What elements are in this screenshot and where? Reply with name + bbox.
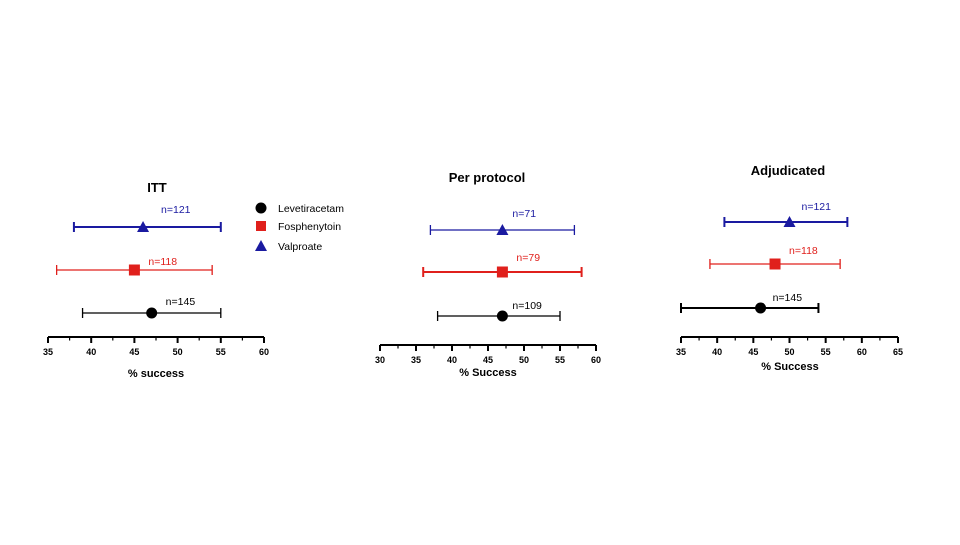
panel-marks: 35 40 45 50 55 60 65 n=121 n=118 n=145 [676, 201, 903, 357]
panel-title: Adjudicated [751, 163, 825, 178]
legend-marker-square [256, 221, 266, 231]
point-estimate-circle [496, 310, 508, 322]
x-tick-label: 55 [821, 347, 831, 357]
x-axis-label: % Success [459, 367, 516, 379]
n-label: n=118 [148, 256, 177, 268]
x-tick-label: 30 [375, 355, 385, 365]
n-label: n=145 [166, 296, 196, 308]
point-estimate-triangle [496, 224, 509, 235]
panel-title: Per protocol [449, 170, 526, 185]
panel-adjudicated: Adjudicated % Success [751, 163, 825, 373]
panel-title: ITT [147, 180, 167, 195]
x-tick-label: 40 [712, 347, 722, 357]
n-label: n=121 [161, 204, 191, 216]
x-tick-label: 60 [857, 347, 867, 357]
point-estimate-square [496, 266, 508, 278]
legend-label: Levetiracetam [278, 203, 344, 215]
x-axis-label: % Success [761, 361, 818, 373]
x-tick-label: 35 [676, 347, 686, 357]
panel-marks: 30 35 40 45 50 55 60 n=71 n=79 n=109 [375, 208, 601, 365]
x-tick-label: 60 [259, 347, 269, 357]
legend-marker-circle [255, 202, 267, 214]
x-tick-label: 35 [43, 347, 53, 357]
panel-itt: ITT % success [128, 180, 184, 380]
point-estimate-triangle [783, 216, 796, 227]
n-label: n=121 [802, 201, 832, 213]
plot-marks: 35 40 45 50 55 60 n=121 n=118 n=145 30 35 40 45 50 55 6… [43, 201, 903, 365]
x-tick-label: 55 [216, 347, 226, 357]
x-tick-label: 50 [784, 347, 794, 357]
x-tick-label: 55 [555, 355, 565, 365]
x-tick-label: 45 [748, 347, 758, 357]
panel-marks: 35 40 45 50 55 60 n=121 n=118 n=145 [43, 204, 269, 357]
legend-label: Valproate [278, 241, 322, 253]
x-tick-label: 40 [86, 347, 96, 357]
point-estimate-square [769, 258, 781, 270]
point-estimate-circle [755, 302, 767, 314]
x-tick-label: 45 [483, 355, 493, 365]
n-label: n=145 [773, 292, 803, 304]
n-label: n=79 [516, 252, 540, 264]
x-tick-label: 35 [411, 355, 421, 365]
n-label: n=109 [512, 300, 542, 312]
legend-marker-triangle [255, 240, 267, 251]
x-tick-label: 40 [447, 355, 457, 365]
n-label: n=118 [789, 245, 818, 257]
n-label: n=71 [512, 208, 536, 220]
x-tick-label: 50 [173, 347, 183, 357]
x-tick-label: 50 [519, 355, 529, 365]
x-tick-label: 45 [129, 347, 139, 357]
x-axis-label: % success [128, 368, 184, 380]
panel-per-protocol: Per protocol % Success [449, 170, 526, 379]
x-tick-label: 65 [893, 347, 903, 357]
x-tick-label: 60 [591, 355, 601, 365]
point-estimate-square [128, 264, 140, 276]
point-estimate-circle [146, 307, 158, 319]
legend-label: Fosphenytoin [278, 221, 341, 233]
legend: Levetiracetam Fosphenytoin Valproate [255, 202, 344, 253]
point-estimate-triangle [137, 221, 150, 232]
